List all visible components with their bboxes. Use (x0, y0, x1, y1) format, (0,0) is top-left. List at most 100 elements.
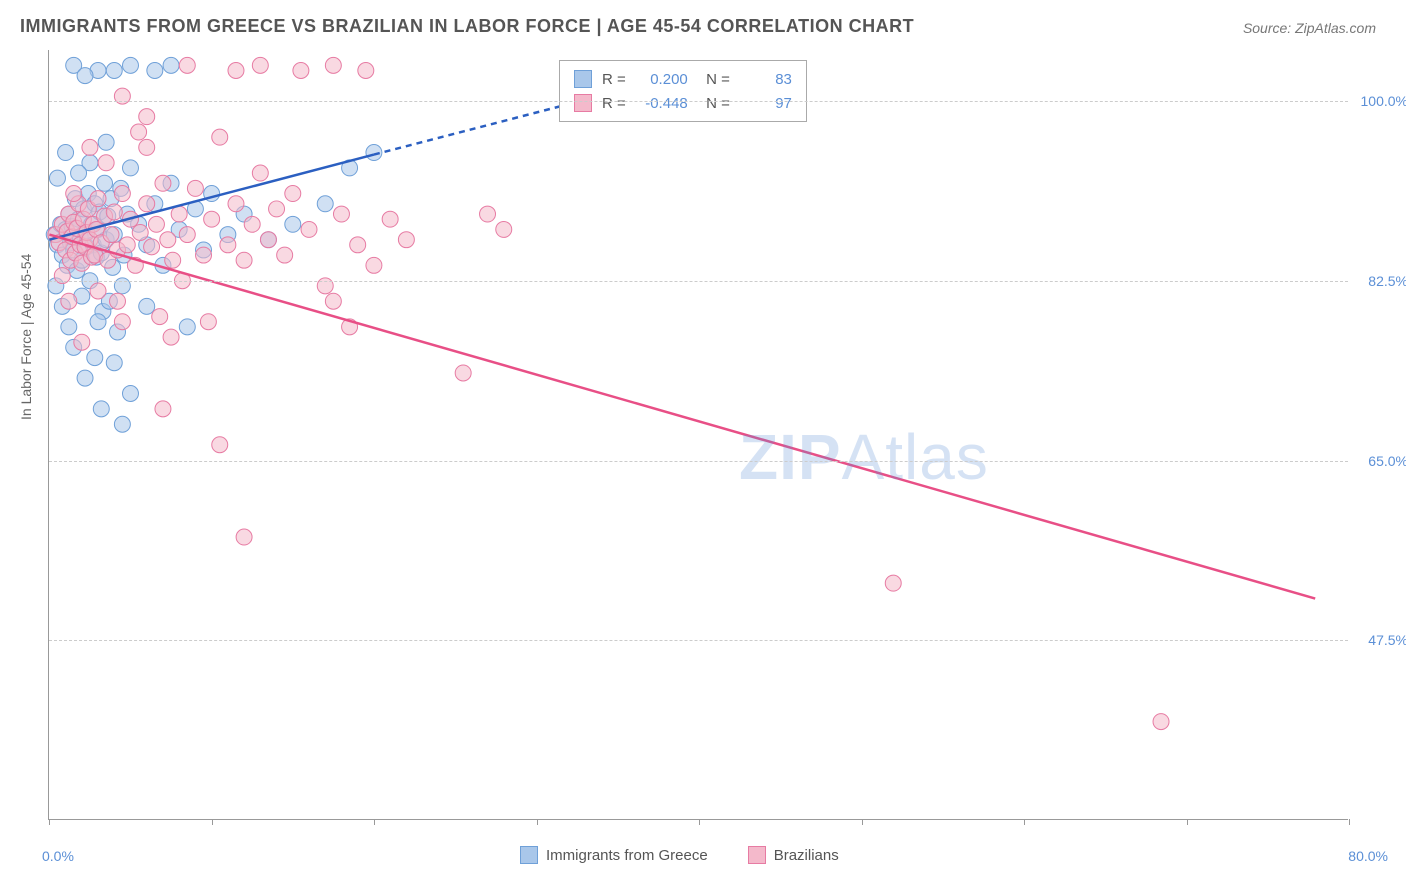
stats-legend: R = 0.200 N = 83 R = -0.448 N = 97 (559, 60, 807, 122)
data-point (285, 216, 301, 232)
data-point (212, 437, 228, 453)
data-point (160, 232, 176, 248)
data-point (155, 175, 171, 191)
data-point (93, 401, 109, 417)
data-point (200, 314, 216, 330)
y-tick-label: 82.5% (1353, 273, 1406, 289)
data-point (132, 225, 148, 241)
x-tick (537, 819, 538, 825)
data-point (885, 575, 901, 591)
x-tick (1024, 819, 1025, 825)
data-point (325, 57, 341, 73)
data-point (179, 57, 195, 73)
data-point (97, 175, 113, 191)
n-label: N = (698, 71, 730, 88)
data-point (114, 314, 130, 330)
data-point (110, 293, 126, 309)
data-point (74, 334, 90, 350)
data-point (220, 237, 236, 253)
stats-row-brazilians: R = -0.448 N = 97 (574, 91, 792, 115)
data-point (98, 134, 114, 150)
data-point (152, 309, 168, 325)
y-tick-label: 65.0% (1353, 453, 1406, 469)
watermark: ZIPAtlas (739, 420, 989, 494)
data-point (244, 216, 260, 232)
plot-area: R = 0.200 N = 83 R = -0.448 N = 97 ZIPAt… (48, 50, 1348, 820)
data-point (139, 139, 155, 155)
data-point (228, 63, 244, 79)
data-point (212, 129, 228, 145)
data-point (455, 365, 471, 381)
x-tick (862, 819, 863, 825)
legend-label-greece: Immigrants from Greece (546, 847, 708, 864)
data-point (119, 237, 135, 253)
watermark-rest: Atlas (842, 421, 989, 493)
data-point (106, 63, 122, 79)
data-point (66, 186, 82, 202)
data-point (131, 124, 147, 140)
x-tick (1187, 819, 1188, 825)
stats-row-greece: R = 0.200 N = 83 (574, 67, 792, 91)
data-point (71, 165, 87, 181)
data-point (496, 221, 512, 237)
data-point (139, 109, 155, 125)
data-point (114, 416, 130, 432)
data-point (87, 350, 103, 366)
data-point (252, 165, 268, 181)
swatch-greece (574, 70, 592, 88)
data-point (179, 227, 195, 243)
data-point (106, 355, 122, 371)
data-point (480, 206, 496, 222)
data-point (358, 63, 374, 79)
data-point (98, 155, 114, 171)
y-axis-label: In Labor Force | Age 45-54 (18, 254, 34, 420)
data-point (236, 252, 252, 268)
data-point (90, 191, 106, 207)
y-tick-label: 47.5% (1353, 632, 1406, 648)
gridline (49, 101, 1348, 102)
watermark-bold: ZIP (739, 421, 842, 493)
data-point (144, 239, 160, 255)
data-point (350, 237, 366, 253)
data-point (1153, 714, 1169, 730)
data-point (293, 63, 309, 79)
data-point (77, 68, 93, 84)
swatch-greece (520, 846, 538, 864)
data-point (139, 298, 155, 314)
legend-item-brazilians: Brazilians (748, 846, 839, 864)
data-point (61, 293, 77, 309)
data-point (114, 186, 130, 202)
swatch-brazilians (748, 846, 766, 864)
data-point (106, 204, 122, 220)
data-point (155, 401, 171, 417)
data-point (58, 145, 74, 161)
data-point (163, 329, 179, 345)
n-value-greece: 83 (740, 71, 792, 88)
gridline (49, 281, 1348, 282)
data-point (366, 257, 382, 273)
source-attribution: Source: ZipAtlas.com (1243, 20, 1376, 36)
data-point (228, 196, 244, 212)
legend-item-greece: Immigrants from Greece (520, 846, 708, 864)
data-point (122, 160, 138, 176)
swatch-brazilians (574, 94, 592, 112)
data-point (277, 247, 293, 263)
data-point (90, 314, 106, 330)
n-label: N = (698, 95, 730, 112)
r-value-brazilians: -0.448 (636, 95, 688, 112)
chart-title: IMMIGRANTS FROM GREECE VS BRAZILIAN IN L… (20, 16, 914, 37)
data-point (103, 227, 119, 243)
data-point (139, 196, 155, 212)
data-point (122, 385, 138, 401)
data-point (285, 186, 301, 202)
data-point (317, 196, 333, 212)
data-point (398, 232, 414, 248)
data-point (333, 206, 349, 222)
series-legend: Immigrants from Greece Brazilians (520, 846, 839, 864)
data-point (122, 57, 138, 73)
data-point (325, 293, 341, 309)
data-point (382, 211, 398, 227)
x-tick (374, 819, 375, 825)
data-point (260, 232, 276, 248)
r-label: R = (602, 95, 626, 112)
